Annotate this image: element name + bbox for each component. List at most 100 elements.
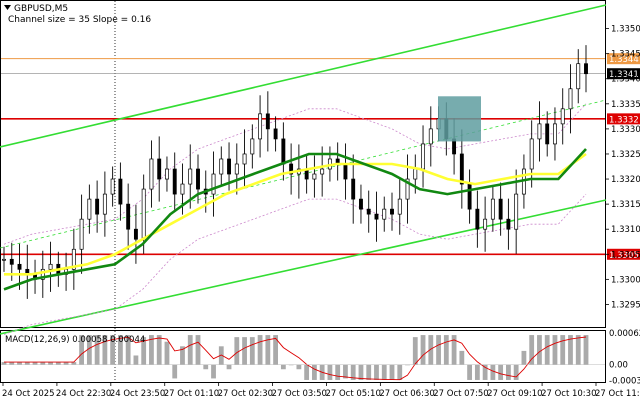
macd-hist-bar-30 (234, 337, 240, 365)
macd-hist-bar-71 (552, 335, 558, 365)
macd-hist-bar-58 (451, 335, 457, 365)
macd-hist-bar-23 (180, 346, 185, 365)
y-tick-label-9: 1.3340 (611, 75, 640, 85)
candle-body-33 (258, 113, 263, 140)
candle-body-53 (413, 168, 418, 180)
candle-body-47 (366, 208, 371, 215)
macd-hist-bar-47 (366, 364, 372, 380)
x-tick-label-9: 27 Oct 09:10 (487, 389, 542, 399)
macd-hist-bar-7 (55, 362, 61, 365)
macd-tick-label-1: 0.00 (609, 361, 628, 371)
axis-layer: 1.3332 1.3305 1.3344 1.3341 1.3295 1.3300 1.33… (2, 25, 640, 399)
candle-body-65 (506, 218, 511, 230)
candle-body-16 (126, 203, 131, 230)
macd-hist-bar-11 (86, 335, 92, 365)
candle-body-12 (95, 198, 100, 215)
level-tag-1 (607, 248, 640, 260)
candle-body-50 (390, 208, 394, 215)
macd-hist-bar-73 (568, 335, 573, 365)
candle-body-60 (467, 183, 472, 210)
candle-body-49 (382, 208, 387, 220)
x-tick-label-11: 27 Oct 11:50 (595, 389, 640, 399)
macd-hist-bar-54 (420, 335, 426, 365)
macd-hist-bar-43 (335, 364, 341, 380)
macd-hist-bar-63 (490, 364, 496, 380)
level-tag-0 (607, 113, 640, 125)
candle-body-20 (157, 158, 162, 180)
macd-hist-bar-3 (24, 362, 30, 365)
macd-hist-bar-26 (203, 364, 209, 370)
macd-hist-bar-22 (172, 364, 178, 379)
macd-hist-bar-67 (521, 350, 527, 365)
x-tick-label-1: 24 Oct 22:30 (56, 389, 111, 399)
x-tick-label-7: 27 Oct 06:30 (379, 389, 434, 399)
ma-slow-line (3, 148, 587, 291)
candle-body-46 (359, 198, 363, 210)
macd-hist-bar-61 (474, 364, 480, 380)
macd-hist-bar-0 (1, 362, 7, 365)
candle-body-45 (351, 178, 356, 200)
envelope-layer (3, 103, 587, 335)
macd-hist-bar-19 (149, 335, 154, 365)
macd-hist-bar-9 (71, 362, 77, 365)
macd-hist-bar-17 (133, 355, 139, 365)
x-tick-label-4: 27 Oct 02:30 (218, 389, 273, 399)
symbol-label: GBPUSD,M5 (14, 4, 68, 14)
highlight-box (438, 96, 481, 142)
macd-hist-bar-38 (296, 364, 302, 370)
candle-body-69 (537, 123, 542, 140)
candle-body-2 (17, 263, 22, 270)
candles-layer (2, 45, 588, 299)
x-tick-label-0: 24 Oct 2025 (2, 389, 55, 399)
candle-body-22 (172, 168, 177, 195)
candle-body-40 (312, 173, 317, 180)
macd-hist-bar-12 (94, 335, 100, 365)
candle-body-24 (188, 168, 193, 185)
macd-signal-line (4, 336, 587, 381)
candle-body-71 (553, 123, 557, 145)
x-tick-label-8: 27 Oct 07:50 (433, 389, 488, 399)
channel-lower-line (0, 199, 607, 335)
macd-hist-bar-68 (529, 335, 535, 365)
candle-body-44 (343, 163, 348, 180)
macd-hist-bar-35 (273, 335, 278, 365)
macd-hist-bar-56 (436, 335, 441, 365)
candle-body-63 (490, 198, 495, 220)
candle-body-54 (421, 143, 425, 170)
x-tick-label-5: 27 Oct 03:50 (272, 389, 327, 399)
candle-body-75 (584, 63, 588, 75)
candle-body-18 (141, 188, 146, 240)
candle-body-52 (405, 178, 410, 200)
level-tag-label-2: 1.3344 (609, 55, 639, 65)
macd-hist-bar-57 (443, 335, 449, 365)
candle-body-15 (118, 178, 123, 205)
candle-body-30 (234, 163, 239, 175)
level-tag-label-1: 1.3305 (609, 251, 639, 261)
y-tick-label-0: 1.3295 (611, 300, 640, 310)
candle-body-21 (165, 168, 169, 180)
macd-hist-bar-39 (304, 364, 310, 380)
macd-hist-bar-44 (343, 364, 348, 379)
levels-layer (1, 1, 605, 382)
candle-body-9 (71, 248, 76, 270)
x-tick-label-10: 27 Oct 10:30 (541, 389, 596, 399)
macd-hist-bar-2 (17, 362, 22, 365)
candle-body-29 (227, 158, 231, 175)
ma-fast-line (4, 152, 587, 276)
candle-body-66 (514, 193, 519, 230)
macd-hist-bar-25 (195, 335, 201, 365)
x-tick-label-6: 27 Oct 05:10 (325, 389, 380, 399)
macd-hist-bar-15 (118, 335, 123, 365)
current-price-label: 1.3341 (609, 70, 639, 80)
macd-hist-bar-65 (506, 364, 511, 380)
macd-hist-bar-8 (63, 362, 69, 365)
candle-body-5 (40, 268, 45, 280)
candle-body-14 (110, 178, 115, 195)
y-tick-label-1: 1.3300 (611, 275, 640, 285)
macd-hist-bar-29 (226, 364, 232, 370)
candle-body-28 (219, 158, 224, 175)
macd-hist-bar-72 (560, 335, 566, 365)
macd-hist-bar-66 (513, 364, 519, 380)
macd-hist-bar-37 (288, 364, 294, 366)
